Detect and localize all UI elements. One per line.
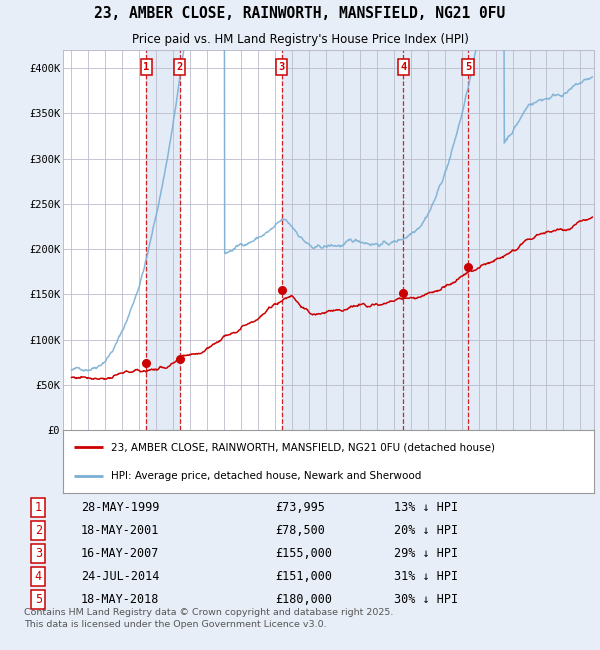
Text: £155,000: £155,000 xyxy=(275,547,332,560)
Text: 2: 2 xyxy=(35,524,42,537)
Text: 2: 2 xyxy=(176,62,183,72)
Bar xyxy=(281,50,594,430)
Text: 16-MAY-2007: 16-MAY-2007 xyxy=(81,547,160,560)
Text: 1: 1 xyxy=(35,501,42,514)
Text: £73,995: £73,995 xyxy=(275,501,325,514)
Text: 24-JUL-2014: 24-JUL-2014 xyxy=(81,570,160,583)
Text: 5: 5 xyxy=(465,62,471,72)
Text: 31% ↓ HPI: 31% ↓ HPI xyxy=(395,570,458,583)
Text: 18-MAY-2001: 18-MAY-2001 xyxy=(81,524,160,537)
Text: 30% ↓ HPI: 30% ↓ HPI xyxy=(395,593,458,606)
Text: £151,000: £151,000 xyxy=(275,570,332,583)
Text: 3: 3 xyxy=(278,62,284,72)
Text: 18-MAY-2018: 18-MAY-2018 xyxy=(81,593,160,606)
Text: 28-MAY-1999: 28-MAY-1999 xyxy=(81,501,160,514)
Text: Contains HM Land Registry data © Crown copyright and database right 2025.
This d: Contains HM Land Registry data © Crown c… xyxy=(24,608,394,629)
Text: £78,500: £78,500 xyxy=(275,524,325,537)
Text: HPI: Average price, detached house, Newark and Sherwood: HPI: Average price, detached house, Newa… xyxy=(111,471,421,481)
Text: £180,000: £180,000 xyxy=(275,593,332,606)
Text: 23, AMBER CLOSE, RAINWORTH, MANSFIELD, NG21 0FU: 23, AMBER CLOSE, RAINWORTH, MANSFIELD, N… xyxy=(94,6,506,21)
Text: 29% ↓ HPI: 29% ↓ HPI xyxy=(395,547,458,560)
Text: 1: 1 xyxy=(143,62,149,72)
Text: 23, AMBER CLOSE, RAINWORTH, MANSFIELD, NG21 0FU (detached house): 23, AMBER CLOSE, RAINWORTH, MANSFIELD, N… xyxy=(111,442,495,452)
Text: 4: 4 xyxy=(35,570,42,583)
Text: 20% ↓ HPI: 20% ↓ HPI xyxy=(395,524,458,537)
Bar xyxy=(146,50,180,430)
Text: 5: 5 xyxy=(35,593,42,606)
Text: 13% ↓ HPI: 13% ↓ HPI xyxy=(395,501,458,514)
Text: 3: 3 xyxy=(35,547,42,560)
Text: 4: 4 xyxy=(400,62,406,72)
Text: Price paid vs. HM Land Registry's House Price Index (HPI): Price paid vs. HM Land Registry's House … xyxy=(131,34,469,47)
